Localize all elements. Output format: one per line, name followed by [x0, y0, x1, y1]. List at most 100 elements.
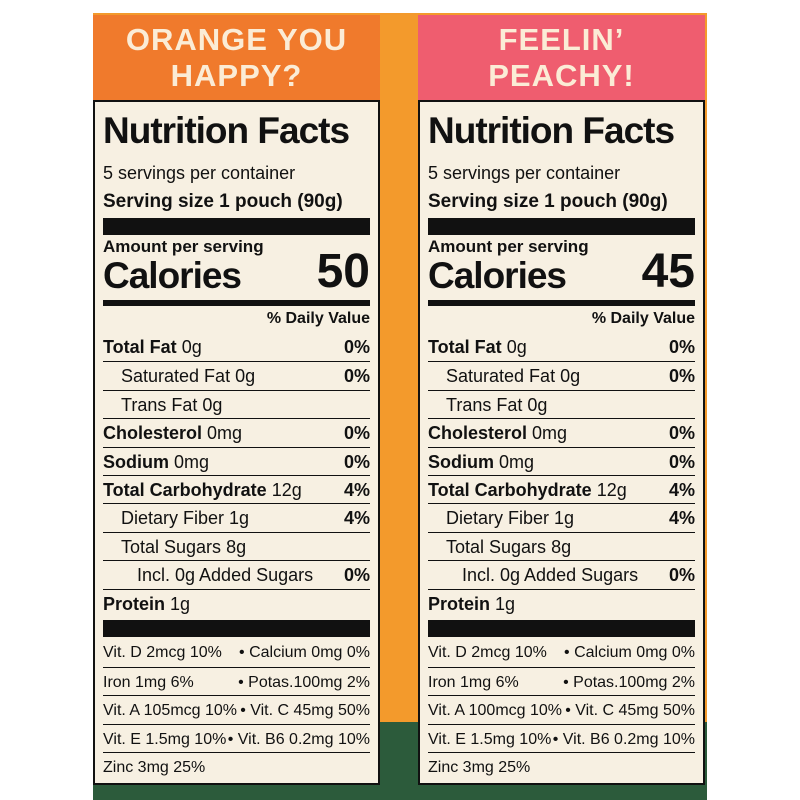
nutrient-text: Trans Fat 0g	[446, 395, 547, 415]
vitamin-item: • Vit. C 45mg 50%	[565, 702, 695, 720]
vitamin-item: Vit. A 100mcg 10%	[428, 702, 563, 720]
nutrient-text: Protein 1g	[103, 594, 190, 614]
nutrient-dv: 4%	[343, 508, 370, 529]
nutrient-row: Trans Fat 0g	[428, 389, 695, 419]
nutrient-row: Incl. 0g Added Sugars 0%	[103, 560, 370, 589]
vitamin-item: • Potas.100mg 2%	[563, 673, 695, 691]
nutrient-amount: 0mg	[499, 451, 535, 472]
nutrient-row: Total Fat 0g 0%	[428, 333, 695, 361]
nutrient-amount: 12g	[271, 480, 302, 500]
vitamin-row: Vit. E 1.5mg 10% • Vit. B6 0.2mg 10%	[103, 723, 370, 753]
amount-label: Amount per serving	[428, 237, 589, 256]
nutrient-name: Incl. 0g Added Sugars	[462, 565, 639, 586]
vitamin-item: • Potas.100mg 2%	[238, 673, 370, 691]
medium-rule	[103, 300, 370, 306]
vitamin-row: Zinc 3mg 25%	[103, 752, 370, 781]
vitamin-item: Vit. D 2mcg 10%	[428, 644, 547, 661]
nutrient-name: Protein	[428, 593, 491, 614]
nutrient-name: Saturated Fat	[121, 366, 231, 387]
nutrient-amount: 0g	[506, 337, 527, 357]
nutrient-name: Total Fat	[428, 337, 502, 357]
nutrient-text: Total Carbohydrate 12g	[428, 480, 627, 500]
nutrient-amount: 8g	[551, 536, 572, 557]
nutrient-name: Protein	[103, 593, 166, 614]
nutrient-name: Incl. 0g Added Sugars	[137, 565, 314, 586]
nutrient-text: Sodium 0mg	[428, 452, 534, 472]
nutrient-row: Dietary Fiber 1g 4%	[428, 503, 695, 532]
nutrient-dv: 0%	[343, 451, 370, 472]
vitamin-row: Iron 1mg 6% • Potas.100mg 2%	[428, 666, 695, 696]
nutrient-amount: 0g	[181, 337, 202, 357]
amount-label: Amount per serving	[103, 237, 264, 256]
nutrient-amount: 1g	[495, 593, 516, 614]
nutrient-dv: 4%	[668, 508, 695, 529]
nutrient-amount: 0g	[560, 366, 581, 387]
vitamin-row: Vit. D 2mcg 10% • Calcium 0mg 0%	[103, 638, 370, 666]
nutrient-text: Sodium 0mg	[103, 452, 209, 472]
nutrient-text: Dietary Fiber 1g	[446, 508, 574, 528]
nutrient-name: Dietary Fiber	[121, 508, 225, 529]
panel-header: ORANGE YOU HAPPY?	[93, 15, 380, 100]
nutrient-row: Cholesterol 0mg 0%	[103, 418, 370, 447]
nutrient-row: Total Carbohydrate 12g 4%	[103, 475, 370, 504]
nutrient-row: Sodium 0mg 0%	[103, 446, 370, 476]
nutrient-text: Saturated Fat 0g	[446, 366, 580, 386]
nutrient-row: Protein 1g	[428, 588, 695, 618]
nutrient-row: Trans Fat 0g	[103, 389, 370, 419]
nutrient-name: Cholesterol	[428, 423, 528, 444]
vitamin-row: Zinc 3mg 25%	[428, 752, 695, 781]
nutrient-name: Saturated Fat	[446, 366, 556, 387]
nutrient-text: Total Sugars 8g	[446, 537, 571, 557]
nutrient-name: Total Fat	[103, 337, 177, 357]
nutrient-dv: 4%	[343, 480, 370, 500]
thick-rule	[428, 218, 695, 235]
nutrient-text: Cholesterol 0mg	[428, 423, 567, 443]
nutrient-row: Saturated Fat 0g 0%	[103, 361, 370, 390]
nutrient-name: Total Carbohydrate	[103, 480, 267, 500]
nutrient-text: Dietary Fiber 1g	[121, 508, 249, 528]
nutrient-dv: 0%	[343, 423, 370, 444]
nutrient-text: Total Fat 0g	[428, 337, 527, 357]
nutrient-dv: 0%	[343, 565, 370, 586]
nutrient-dv: 0%	[668, 565, 695, 586]
nutrient-text: Protein 1g	[428, 594, 515, 614]
panel-header: FEELIN’ PEACHY!	[418, 15, 705, 100]
calories-value: 45	[641, 245, 695, 298]
nutrient-name: Trans Fat	[121, 394, 198, 415]
nutrient-text: Total Carbohydrate 12g	[103, 480, 302, 500]
nutrient-row: Sodium 0mg 0%	[428, 446, 695, 476]
vitamin-row: Iron 1mg 6% • Potas.100mg 2%	[103, 666, 370, 696]
nutrient-text: Saturated Fat 0g	[121, 366, 255, 386]
nutrient-amount: 1g	[229, 508, 250, 529]
nutrient-name: Sodium	[103, 451, 169, 472]
nutrient-amount: 1g	[170, 593, 191, 614]
nutrient-name: Dietary Fiber	[446, 508, 550, 529]
medium-rule	[428, 300, 695, 306]
nutrient-row: Dietary Fiber 1g 4%	[103, 503, 370, 532]
vitamin-item: • Calcium 0mg 0%	[564, 644, 695, 661]
label-title: Nutrition Facts	[428, 110, 675, 151]
nutrient-row: Protein 1g	[103, 588, 370, 618]
thick-rule	[428, 620, 695, 637]
nutrient-amount: 12g	[596, 480, 627, 500]
vitamin-row: Vit. A 100mcg 10% • Vit. C 45mg 50%	[428, 695, 695, 724]
nutrition-label: Nutrition Facts 5 servings per container S…	[93, 100, 380, 785]
thick-rule	[103, 620, 370, 637]
nutrient-row: Total Carbohydrate 12g 4%	[428, 475, 695, 504]
nutrient-text: Total Sugars 8g	[121, 537, 246, 557]
vitamin-item: Zinc 3mg 25%	[428, 759, 531, 777]
label-title: Nutrition Facts	[103, 110, 350, 151]
calories-label: Calories	[103, 255, 242, 296]
calories-label: Calories	[428, 255, 567, 296]
nutrient-row: Total Sugars 8g	[428, 531, 695, 561]
vitamin-item: Vit. A 105mcg 10%	[103, 702, 238, 720]
nutrient-text: Incl. 0g Added Sugars	[462, 565, 638, 585]
nutrient-amount: 0g	[235, 366, 256, 387]
nutrient-name: Sodium	[428, 451, 494, 472]
nutrition-panel: ORANGE YOU HAPPY? Nutrition Facts 5 servin…	[93, 15, 380, 785]
nutrient-dv: 0%	[668, 451, 695, 472]
dv-header: % Daily Value	[266, 310, 370, 327]
vitamin-row: Vit. D 2mcg 10% • Calcium 0mg 0%	[428, 638, 695, 666]
nutrient-amount: 8g	[226, 536, 247, 557]
nutrient-row: Cholesterol 0mg 0%	[428, 418, 695, 447]
